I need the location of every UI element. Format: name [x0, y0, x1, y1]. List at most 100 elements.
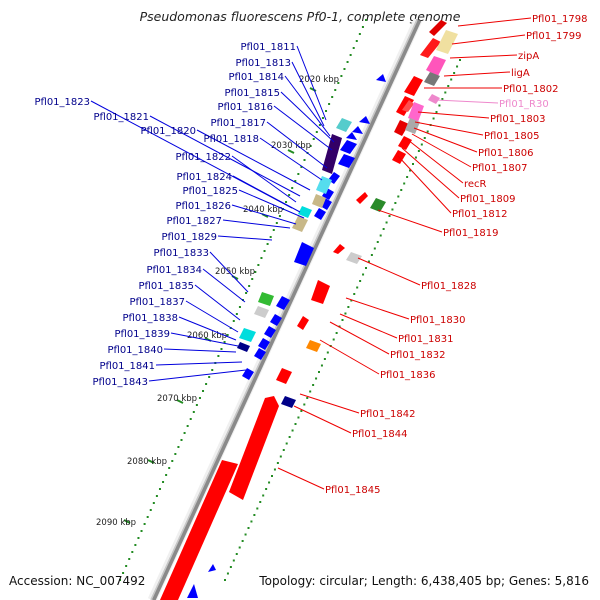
gene-label: Pfl01_1826: [175, 201, 231, 212]
feature-box: [312, 194, 326, 208]
ruler-dot: [332, 338, 335, 341]
ruler-dot: [365, 19, 367, 21]
gene-label: Pfl01_1821: [93, 112, 149, 123]
gene-arrow: [242, 368, 254, 380]
gene-label: Pfl01_1807: [472, 163, 528, 174]
tick-label: 2040 kbp: [243, 205, 283, 215]
ruler-dot: [328, 103, 331, 105]
ruler-dot: [232, 320, 235, 322]
gene-label: Pfl01_1831: [398, 334, 454, 345]
ruler-dot: [362, 273, 365, 276]
ruler-dot: [341, 319, 344, 321]
gene-label: Pfl01_1840: [107, 345, 163, 356]
ruler-dot: [195, 404, 198, 406]
ruler-dot: [361, 26, 364, 28]
accession-text: Accession: NC_007492: [9, 574, 146, 588]
gene-arrow: [258, 338, 270, 350]
leader-line: [417, 111, 490, 119]
ruler-dot: [276, 462, 279, 464]
feature-box: [254, 306, 269, 318]
ruler-dot: [334, 89, 337, 91]
ruler-dot: [391, 208, 394, 211]
ruler-dot: [309, 145, 312, 147]
ruler-dot: [450, 78, 453, 81]
gene-label: Pfl01_1833: [153, 248, 209, 259]
ruler-dot: [268, 481, 271, 484]
ruler-dot: [263, 250, 266, 252]
ruler-dot: [356, 286, 359, 289]
ruler-dot: [447, 85, 450, 87]
gene-label: Pfl01_1812: [452, 209, 508, 220]
tick-label: 2020 kbp: [299, 75, 339, 85]
leader-line: [397, 155, 452, 214]
ruler-dot: [248, 285, 251, 287]
ruler-dot: [435, 111, 438, 113]
ruler-dot: [376, 241, 379, 243]
ruler-dot: [137, 537, 140, 539]
ruler-dot: [125, 565, 128, 567]
gene-arrow: [398, 136, 412, 150]
leader-line: [457, 17, 532, 27]
kbp-tick-labels: 2020 kbp 2030 kbp 2040 kbp 2050 kbp 2060…: [96, 75, 339, 528]
genome-backbone: [147, 18, 423, 600]
ruler-dot: [347, 306, 350, 308]
leader-line: [266, 121, 328, 169]
forward-strand-genes: [160, 20, 447, 600]
ruler-dot: [265, 488, 268, 490]
ruler-dot: [285, 201, 288, 203]
leader-line: [222, 219, 291, 229]
ruler-dot: [323, 358, 326, 360]
forward-gene-labels: Pfl01_1798 Pfl01_1799 zipA ligA Pfl01_1802 Pf…: [325, 14, 588, 496]
ruler-dot: [251, 278, 254, 280]
ruler-dot: [122, 572, 125, 574]
leader-line: [401, 147, 460, 199]
gene-label: Pfl01_1844: [352, 429, 408, 440]
ruler-dot: [400, 189, 403, 191]
leader-line: [185, 300, 239, 333]
ruler-dot: [441, 98, 444, 100]
ruler-dot: [205, 383, 208, 385]
ruler-dot: [321, 117, 324, 119]
ruler-dot: [373, 247, 376, 250]
leader-line: [443, 71, 511, 77]
feature-box: [346, 252, 362, 264]
leader-line: [277, 467, 325, 490]
ruler-dot: [318, 371, 320, 373]
ruler-dot: [294, 180, 297, 182]
leader-line: [155, 361, 243, 366]
ruler-dot: [198, 397, 201, 399]
gene-label: Pfl01_1828: [421, 281, 477, 292]
ruler-dot: [253, 514, 256, 516]
ruler-dot: [350, 299, 353, 302]
gene-arrow: [394, 120, 409, 136]
leader-line: [238, 189, 305, 219]
ruler-dot: [414, 156, 417, 159]
feature-box: [298, 206, 312, 218]
gene-arrow: [429, 20, 447, 36]
tick-label: 2080 kbp: [127, 457, 167, 467]
leader-line: [339, 313, 398, 339]
leader-line: [194, 284, 241, 321]
gene-label: Pfl01_1806: [478, 148, 534, 159]
ruler-dot: [453, 72, 456, 74]
tick-label: 2070 kbp: [157, 394, 197, 404]
ruler-dot: [288, 194, 291, 196]
leader-line: [170, 332, 239, 347]
ruler-dot: [312, 384, 315, 386]
leader-line: [451, 34, 526, 45]
ruler-dot: [291, 187, 294, 189]
ruler-dot: [326, 351, 329, 354]
ruler-dot: [379, 234, 382, 237]
reverse-feature-boxes: [237, 118, 352, 352]
gene-label: Pfl01_1827: [166, 216, 222, 227]
ruler-dot: [134, 544, 137, 546]
gene-arrow: [376, 74, 386, 82]
ruler-dot: [271, 475, 273, 477]
gene-label: Pfl01_1845: [325, 485, 381, 496]
ruler-dot: [257, 264, 260, 266]
gene-label: Pfl01_1802: [503, 84, 559, 95]
gene-arrow: [297, 316, 309, 330]
leader-line: [280, 91, 335, 143]
ruler-dot: [423, 137, 426, 139]
ruler-dot: [226, 334, 229, 336]
